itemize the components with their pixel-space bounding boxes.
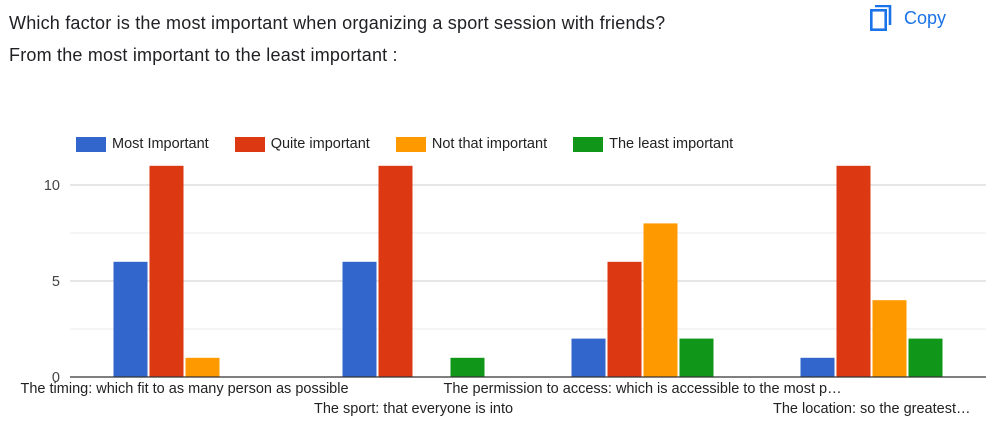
question-line-1: Which factor is the most important when … (9, 13, 666, 33)
copy-button[interactable]: Copy (870, 2, 946, 34)
x-category-label: The timing: which fit to as many person … (20, 381, 349, 397)
chart-legend: Most Important Quite important Not that im… (76, 136, 759, 152)
x-category-label: The permission to access: which is acces… (443, 381, 842, 397)
x-category-label: The sport: that everyone is into (314, 401, 514, 417)
bar (342, 261, 377, 377)
legend-swatch (234, 136, 265, 152)
bar (378, 165, 413, 377)
x-category-label: The location: so the greatest… (773, 401, 971, 417)
legend-item: Quite important (234, 136, 370, 152)
bar (607, 261, 642, 377)
legend-item: Not that important (395, 136, 548, 152)
legend-label: Not that important (431, 136, 548, 152)
legend-label: Quite important (270, 136, 370, 152)
bar (113, 261, 148, 377)
legend-item: The least important (573, 136, 733, 152)
bar (571, 338, 606, 377)
bar (149, 165, 184, 377)
legend-swatch (395, 136, 426, 152)
bar (872, 300, 907, 377)
legend-swatch (573, 136, 604, 152)
legend-label: Most Important (112, 136, 209, 152)
bar (908, 338, 943, 377)
legend-label: The least important (609, 136, 734, 152)
question-line-2: From the most important to the least imp… (9, 45, 398, 65)
bar (643, 223, 678, 377)
bar (679, 338, 714, 377)
legend-item: Most Important (76, 136, 209, 152)
legend-swatch (76, 136, 106, 152)
y-tick-label: 5 (52, 274, 60, 290)
bar (450, 357, 485, 377)
copy-icon (870, 5, 892, 31)
bar (185, 357, 220, 377)
question-text: Which factor is the most important when … (9, 7, 665, 71)
bar (800, 357, 835, 377)
bar (836, 165, 871, 377)
copy-button-label: Copy (904, 7, 947, 28)
y-tick-label: 0 (52, 370, 60, 386)
y-tick-label: 10 (44, 178, 60, 194)
